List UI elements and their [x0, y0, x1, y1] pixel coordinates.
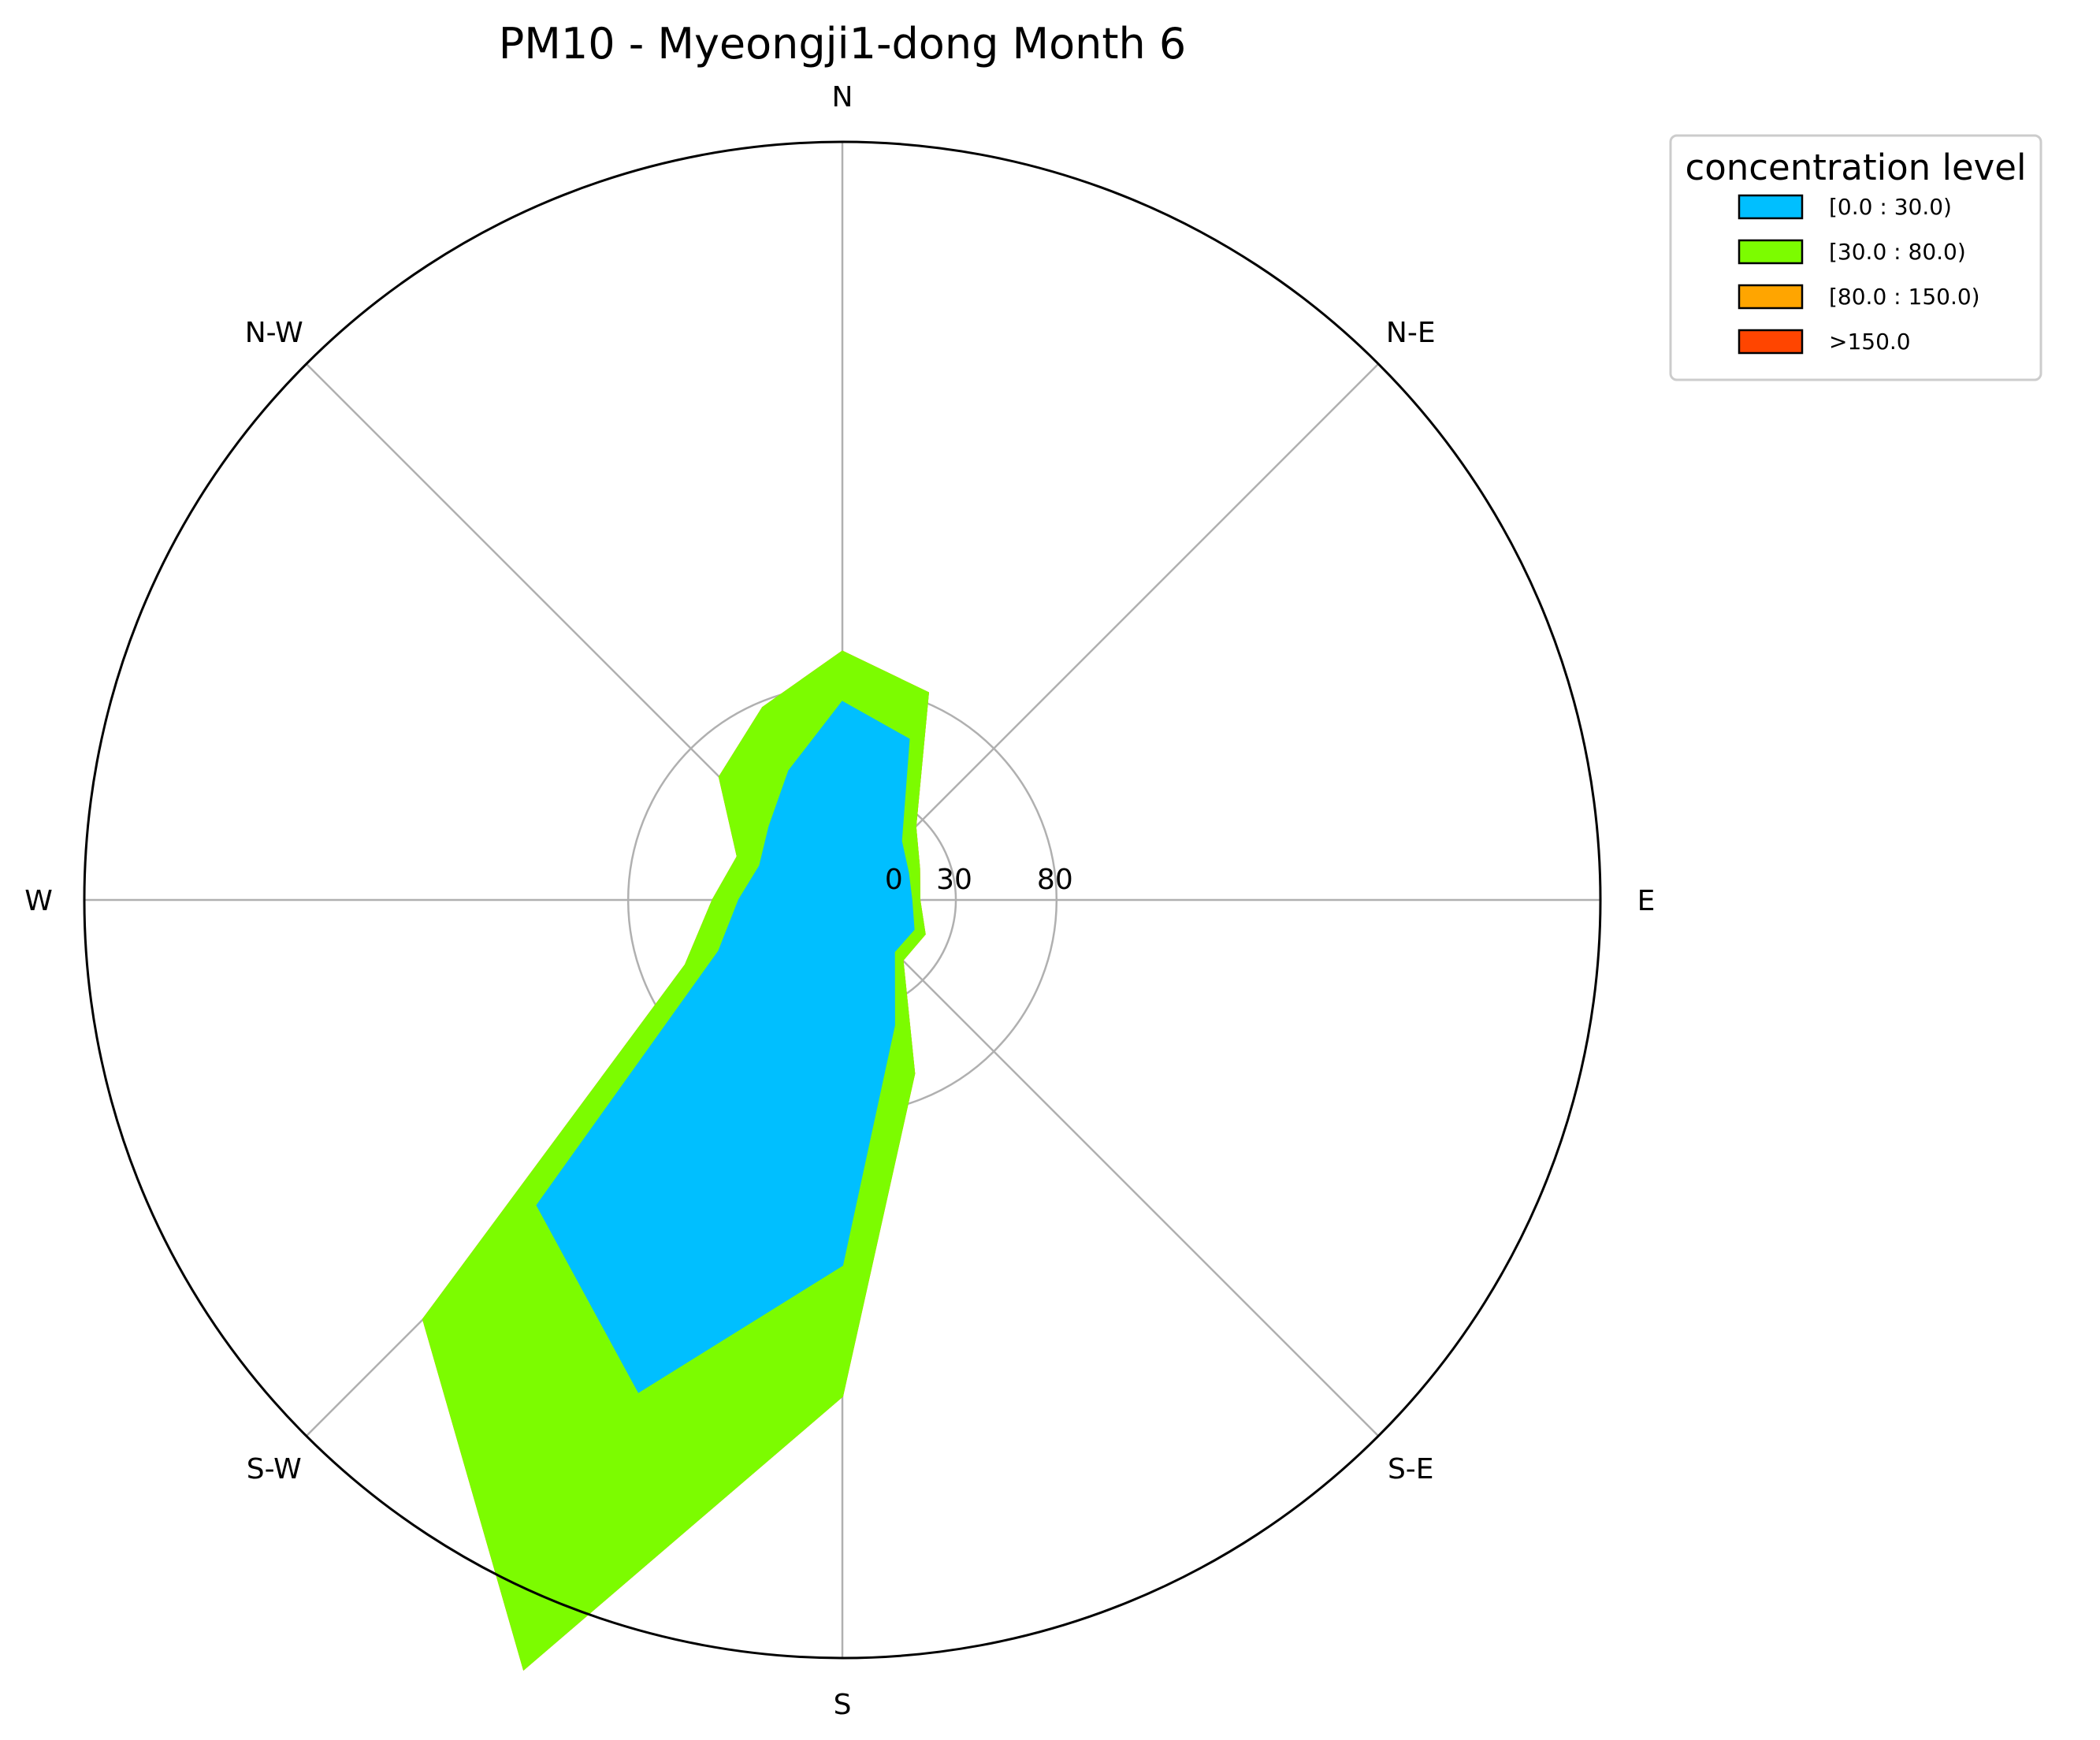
direction-labels: N N-E E S-E S S-W W N-W: [24, 81, 1655, 1721]
series-area: [536, 701, 915, 1393]
legend-title: concentration level: [1686, 147, 2027, 188]
direction-label-ne: N-E: [1386, 317, 1436, 349]
direction-label-sw: S-W: [247, 1453, 302, 1485]
series-layer: [422, 650, 929, 1671]
outer-ring: [83, 140, 1602, 1660]
legend-swatch: [1738, 284, 1804, 310]
legend-swatch: [1738, 239, 1804, 265]
chart-title: PM10 - Myeongji1-dong Month 6: [499, 19, 1187, 69]
legend-entry-label: [80.0 : 150.0): [1829, 284, 1980, 310]
direction-label-se: S-E: [1388, 1453, 1434, 1485]
legend-swatch: [1738, 194, 1804, 220]
radial-tick-label: 30: [936, 864, 972, 896]
direction-label-e: E: [1637, 885, 1656, 917]
legend-entry-label: [0.0 : 30.0): [1829, 194, 1952, 220]
direction-label-s: S: [834, 1689, 852, 1721]
radial-tick-label: 0: [885, 864, 903, 896]
legend: concentration level [0.0 : 30.0) [30.0 : …: [1669, 134, 2042, 381]
radial-tick-labels: 0 30 80: [885, 864, 1073, 896]
legend-entry-label: >150.0: [1829, 329, 1911, 355]
direction-label-nw: N-W: [245, 317, 303, 349]
direction-label-n: N: [832, 81, 853, 113]
spoke-se: [842, 899, 1380, 1437]
legend-entry-label: [30.0 : 80.0): [1829, 239, 1966, 265]
spoke-ne: [842, 362, 1380, 901]
radial-tick-label: 80: [1037, 864, 1073, 896]
direction-label-w: W: [24, 885, 53, 917]
legend-swatch: [1738, 329, 1804, 355]
